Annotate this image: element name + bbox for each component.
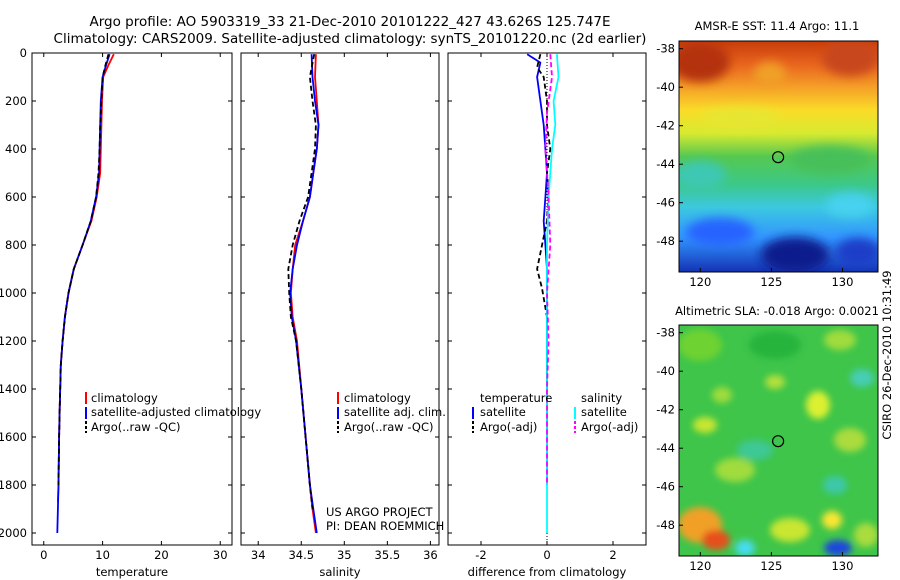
- legend-label-satellite-adjusted: satellite-adjusted climatology: [91, 405, 261, 419]
- y-tick-label: 2000: [0, 526, 27, 540]
- y-tick-label: 400: [5, 142, 27, 156]
- map-x-tick-label: 125: [760, 559, 782, 573]
- map-x-tick-label: 130: [831, 275, 853, 289]
- y-tick-label: 1200: [0, 334, 27, 348]
- x-tick-label: 20: [154, 548, 169, 562]
- x-axis-label: temperature: [96, 565, 168, 579]
- x-tick-label: 35: [337, 548, 352, 562]
- sla-heatmap: [679, 325, 878, 556]
- map-x-tick-label: 120: [689, 275, 711, 289]
- legend-title-salinity: salinity: [581, 391, 622, 405]
- x-axis-label: difference from climatology: [468, 565, 627, 579]
- sst-argo-location-marker: [771, 151, 785, 164]
- y-tick-label: 0: [20, 46, 27, 60]
- legend-label-argo: Argo(..raw -QC): [344, 420, 434, 434]
- sst-heatmap: [679, 41, 878, 272]
- y-tick-label: 800: [5, 238, 27, 252]
- map-y-tick-label: -48: [656, 518, 675, 532]
- map-x-tick-label: 120: [689, 559, 711, 573]
- y-tick-label: 1400: [0, 382, 27, 396]
- legend-label-sal-argo: Argo(-adj): [581, 420, 638, 434]
- series-line: [57, 53, 110, 486]
- legend-label-climatology: climatology: [344, 391, 411, 405]
- y-tick-label: 1600: [0, 430, 27, 444]
- map-y-tick-label: -42: [656, 403, 675, 417]
- map-y-tick-label: -46: [656, 196, 675, 210]
- x-tick-label: -2: [475, 548, 486, 562]
- y-tick-label: 1800: [0, 478, 27, 492]
- map-y-tick-label: -44: [656, 441, 675, 455]
- map-x-tick-label: 125: [760, 275, 782, 289]
- temperature-legend: climatology satellite-adjusted climatolo…: [85, 391, 261, 434]
- y-tick-label: 600: [5, 190, 27, 204]
- legend-title-temperature: temperature: [480, 391, 552, 405]
- project-label: US ARGO PROJECT: [326, 505, 434, 519]
- legend-label-argo: Argo(..raw -QC): [91, 420, 181, 434]
- sst-map-frame: [678, 40, 879, 273]
- x-axis-label: salinity: [319, 565, 360, 579]
- series-line: [546, 54, 560, 533]
- temperature-panel: 0 10 20 30 0 200 400 600 800 1000 1200 1400 1600 1800…: [0, 46, 233, 579]
- sla-map-axes: 120 125 130 -38 -40 -42 -44 -46 -48: [656, 326, 853, 573]
- y-tick-label: 1000: [0, 286, 27, 300]
- salinity-panel: 34 34.5 35 35.5 36 salinity: [240, 52, 440, 579]
- legend-label-temp-argo: Argo(-adj): [480, 420, 537, 434]
- plot-frame: [31, 52, 233, 546]
- figure-title-line1: Argo profile: AO 5903319_33 21-Dec-2010 …: [89, 14, 610, 30]
- legend-label-satellite-adj: satellite adj. clim.: [344, 405, 446, 419]
- series-line: [289, 54, 320, 534]
- plot-frame: [240, 52, 440, 546]
- map-y-tick-label: -40: [656, 364, 675, 378]
- x-tick-label: 30: [213, 548, 228, 562]
- map-y-tick-label: -46: [656, 480, 675, 494]
- difference-legend: temperature satellite Argo(-adj) salinit…: [472, 391, 638, 434]
- x-tick-label: 10: [95, 548, 110, 562]
- sst-map-title: AMSR-E SST: 11.4 Argo: 11.1: [695, 19, 860, 33]
- x-tick-label: 36: [423, 548, 438, 562]
- map-y-tick-label: -38: [656, 42, 675, 56]
- map-y-tick-label: -44: [656, 157, 675, 171]
- x-tick-label: 0: [543, 548, 550, 562]
- map-y-tick-label: -42: [656, 119, 675, 133]
- map-y-tick-label: -48: [656, 234, 675, 248]
- y-tick-label: 200: [5, 94, 27, 108]
- difference-panel: -2 0 2 difference from climatology: [447, 52, 647, 579]
- x-tick-label: 34.5: [288, 548, 314, 562]
- x-tick-label: 34: [251, 548, 266, 562]
- sst-map-axes: 120 125 130 -38 -40 -42 -44 -46 -48: [656, 42, 853, 289]
- x-tick-label: 35.5: [375, 548, 401, 562]
- x-tick-label: 0: [40, 548, 47, 562]
- figure-title-line2: Climatology: CARS2009. Satellite-adjuste…: [54, 31, 647, 47]
- series-line: [289, 54, 320, 534]
- sla-map-frame: [678, 324, 879, 557]
- pi-label: PI: DEAN ROEMMICH: [326, 519, 444, 533]
- sla-argo-location-marker: [771, 435, 785, 448]
- series-line: [287, 54, 317, 510]
- series-line: [536, 53, 552, 437]
- legend-label-sal-satellite: satellite: [581, 405, 627, 419]
- salinity-legend: climatology satellite adj. clim. Argo(..…: [337, 391, 446, 434]
- series-line: [57, 53, 115, 502]
- sla-map-title: Altimetric SLA: -0.018 Argo: 0.0021: [675, 304, 879, 318]
- map-x-tick-label: 130: [831, 559, 853, 573]
- x-tick-label: 2: [609, 548, 616, 562]
- map-y-tick-label: -40: [656, 80, 675, 94]
- legend-label-temp-satellite: satellite: [480, 405, 526, 419]
- map-y-tick-label: -38: [656, 326, 675, 340]
- csiro-credit: CSIRO 26-Dec-2010 10:31:49: [880, 270, 894, 439]
- legend-label-climatology: climatology: [91, 391, 158, 405]
